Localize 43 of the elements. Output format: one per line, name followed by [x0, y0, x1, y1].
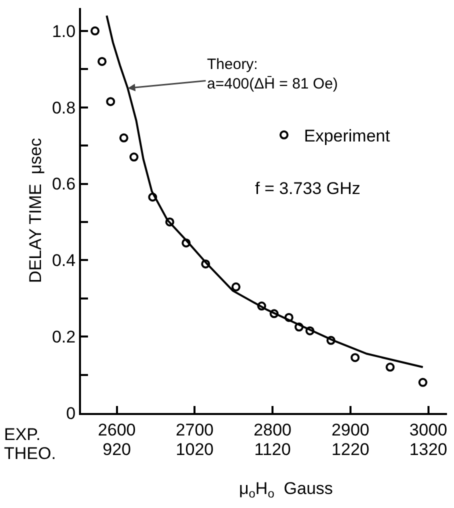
text: EXP. — [4, 425, 41, 444]
point — [165, 217, 174, 226]
x2-tick-label: 1320 — [409, 440, 448, 459]
line-series — [106, 14, 424, 368]
annotation: f = 3.733 GHz — [255, 179, 360, 198]
point — [326, 336, 336, 345]
point — [106, 97, 116, 106]
point — [350, 353, 360, 362]
y-axis-title: DELAY TIME μsec — [26, 138, 46, 283]
point — [119, 133, 128, 142]
point — [305, 326, 314, 336]
point — [418, 378, 428, 387]
y-tick-label: 0.8 — [52, 98, 76, 118]
point — [270, 309, 279, 318]
annotation: Theory: a=400(ΔH̄ = 81 Oe) — [207, 56, 338, 92]
point — [90, 26, 100, 36]
x2-tick-label: 1220 — [332, 440, 370, 459]
point — [257, 302, 266, 311]
x-tick-label: 2700 — [176, 420, 214, 440]
point — [148, 192, 158, 202]
point — [129, 152, 138, 162]
point — [201, 259, 210, 268]
y-tick-label: 0 — [66, 404, 76, 423]
x-axis-title: μ$_{o}$H$_{o}$ Gauss — [239, 479, 333, 501]
point — [386, 362, 395, 372]
y-tick-label: 0.2 — [52, 328, 76, 347]
point — [98, 56, 107, 66]
y-tick-label: 1.0 — [52, 22, 76, 41]
x-tick-label: 2600 — [98, 420, 136, 440]
legend-label: Experiment — [304, 126, 390, 146]
point — [294, 322, 304, 332]
x2-tick-label: 1020 — [176, 440, 214, 459]
x-tick-label: 3000 — [409, 420, 448, 440]
x-tick-label: 2900 — [332, 420, 370, 440]
x2-tick-label: 920 — [102, 440, 132, 459]
point — [284, 312, 294, 322]
x2-tick-label: 1120 — [254, 440, 291, 459]
point — [231, 282, 240, 292]
y-tick-label: 0.6 — [52, 174, 76, 194]
y-tick-label: 0.4 — [52, 251, 76, 270]
text: THEO. — [4, 444, 56, 463]
point — [182, 238, 191, 248]
x-tick-label: 2800 — [254, 420, 292, 440]
